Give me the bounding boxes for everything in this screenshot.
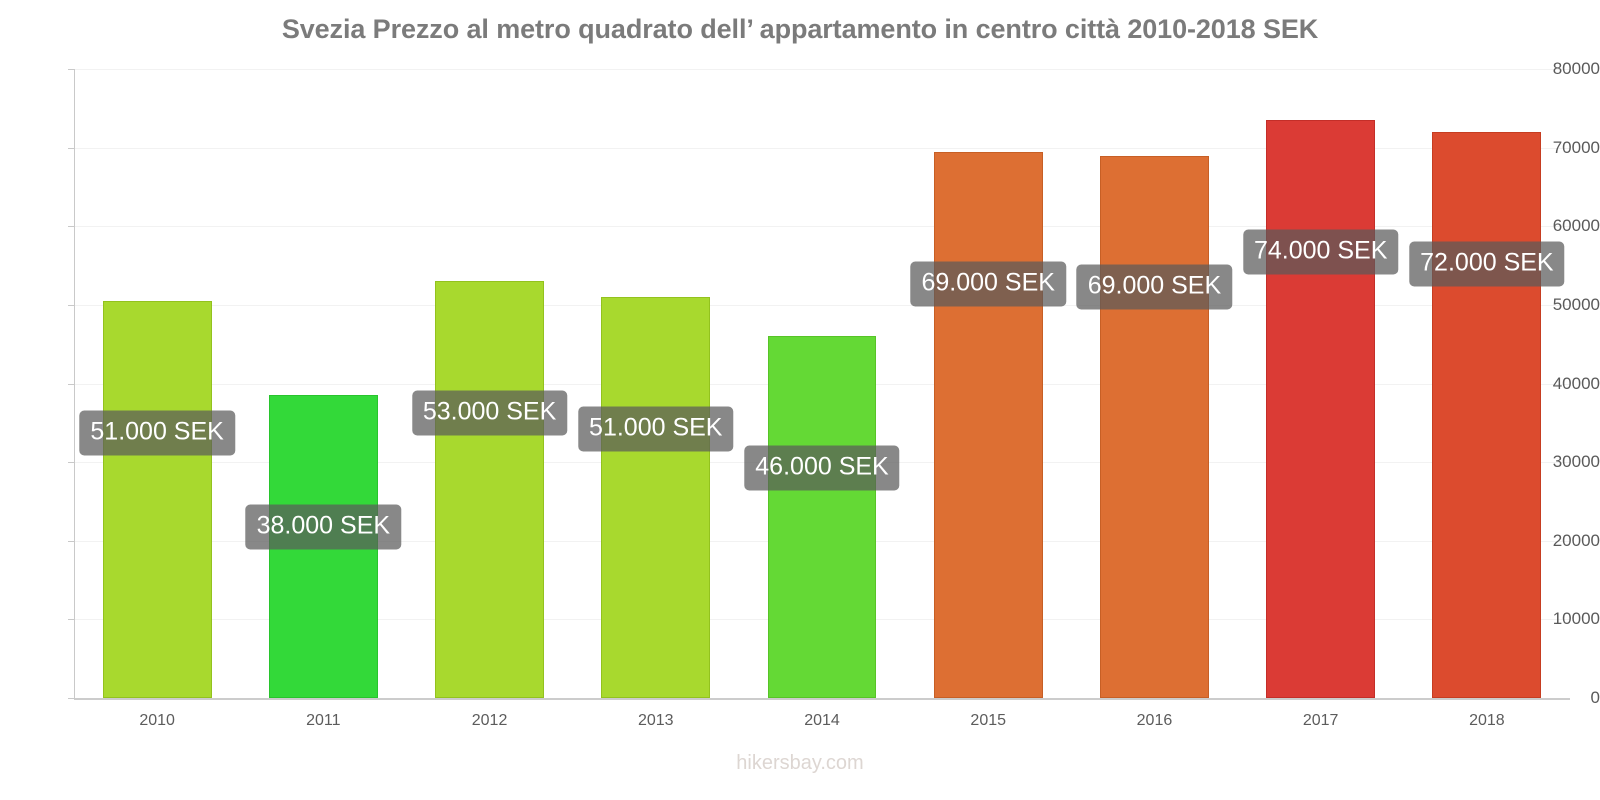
y-tick-mark [68,147,75,149]
bar-2014[interactable] [767,336,877,698]
y-tick-label: 30000 [1552,452,1600,472]
y-tick-mark [68,69,75,70]
value-label-2011: 38.000 SEK [245,504,402,550]
value-label-2010: 51.000 SEK [79,410,235,456]
y-tick-label: 70000 [1552,137,1600,157]
y-tick-label: 20000 [1552,530,1600,550]
y-axis-line [74,69,75,700]
y-tick-mark [68,698,75,699]
value-label-2017: 74.000 SEK [1242,229,1399,275]
gridline [74,69,1570,70]
bar-2016[interactable] [1100,155,1209,698]
x-tick-label-2011: 2011 [306,712,341,729]
chart-title: Svezia Prezzo al metro quadrato dell’ ap… [281,14,1319,44]
bar-2013[interactable] [601,297,711,698]
value-label-2012: 53.000 SEK [411,390,568,436]
x-tick-label-2018: 2018 [1469,712,1505,729]
y-tick-mark [68,619,75,621]
value-label-2018: 72.000 SEK [1409,241,1565,287]
y-tick-label: 80000 [1552,59,1600,78]
value-label-2016: 69.000 SEK [1076,264,1233,310]
bar-2012[interactable] [435,281,544,698]
bar-2018[interactable] [1432,131,1542,698]
y-tick-mark [68,304,75,306]
y-tick-mark [68,226,75,228]
y-tick-label: 50000 [1552,294,1600,314]
gridline [74,698,1570,700]
y-tick-mark [68,540,75,542]
x-tick-label-2012: 2012 [471,712,508,729]
bar-2010[interactable] [102,300,212,698]
bar-2017[interactable] [1266,120,1376,698]
y-tick-label: 40000 [1552,373,1600,393]
x-tick-label-2014: 2014 [804,712,840,729]
gridline [74,147,1570,149]
y-tick-mark [68,462,75,464]
y-tick-mark [68,383,75,385]
bar-2015[interactable] [933,151,1043,698]
gridline [74,226,1570,228]
gridline [74,304,1570,306]
y-tick-label: 10000 [1552,609,1600,629]
x-tick-label-2013: 2013 [637,712,674,729]
value-label-2015: 69.000 SEK [910,261,1066,307]
x-tick-label-2015: 2015 [970,712,1007,729]
y-tick-label: 0 [1590,688,1600,707]
x-tick-label-2010: 2010 [139,712,175,729]
plot-area [74,69,1570,700]
x-tick-label-2017: 2017 [1302,712,1339,729]
footer-credit: hikersbay.com [736,752,864,774]
y-tick-label: 60000 [1552,216,1600,236]
value-label-2014: 46.000 SEK [744,445,900,491]
x-tick-label-2016: 2016 [1136,712,1173,729]
value-label-2013: 51.000 SEK [578,406,734,452]
